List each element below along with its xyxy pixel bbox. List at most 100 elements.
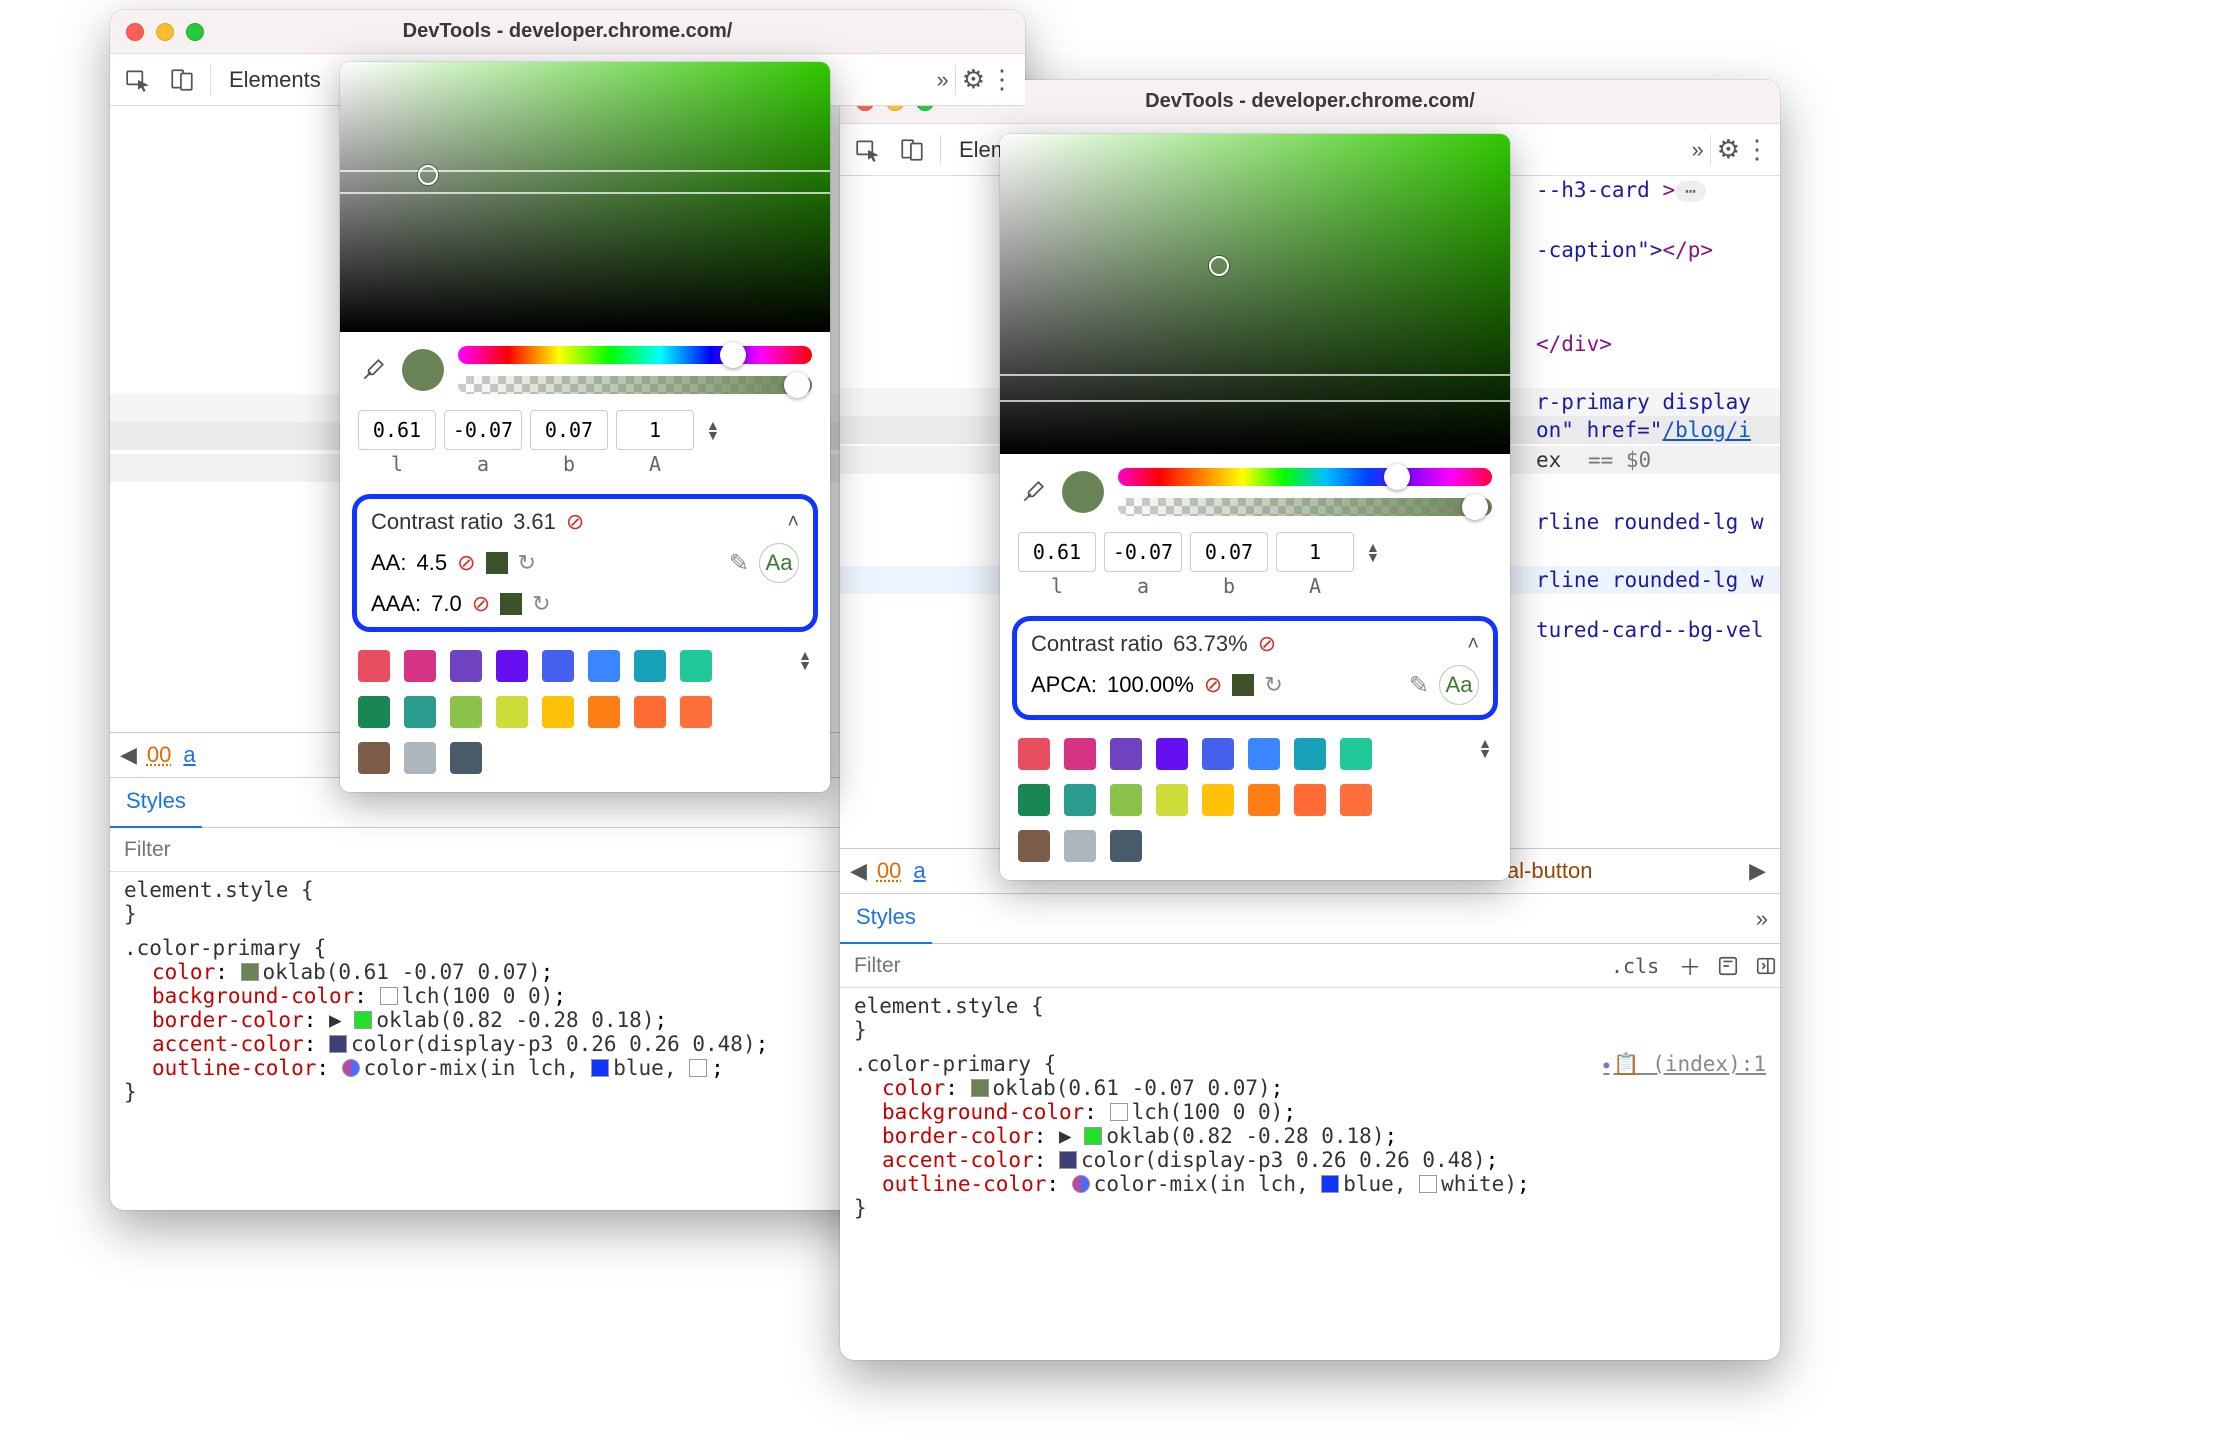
tab-styles[interactable]: Styles <box>840 892 932 945</box>
palette-swatch[interactable] <box>1202 784 1234 816</box>
minimize-window-button[interactable] <box>156 23 174 41</box>
hue-slider[interactable] <box>1118 468 1492 486</box>
device-icon[interactable] <box>164 62 200 98</box>
css-prop[interactable]: border-color <box>152 1008 304 1032</box>
palette-swatch[interactable] <box>450 650 482 682</box>
saturation-value-field[interactable] <box>1000 134 1510 454</box>
css-prop[interactable]: outline-color <box>152 1056 316 1080</box>
palette-swatch[interactable] <box>404 650 436 682</box>
apca-swatch[interactable] <box>1232 674 1254 696</box>
palette-swatch[interactable] <box>450 696 482 728</box>
gear-icon[interactable]: ⚙ <box>962 64 985 95</box>
css-value[interactable]: oklab(0.61 -0.07 0.07) <box>971 1076 1271 1100</box>
computed-icon[interactable] <box>1709 955 1747 977</box>
palette-swatch[interactable] <box>358 650 390 682</box>
l-input[interactable] <box>1018 532 1096 572</box>
css-value[interactable]: oklab(0.61 -0.07 0.07) <box>241 960 541 984</box>
device-icon[interactable] <box>894 132 930 168</box>
hue-thumb[interactable] <box>1384 464 1410 490</box>
palette-swatch[interactable] <box>588 650 620 682</box>
a-input[interactable] <box>444 410 522 450</box>
palette-swatch[interactable] <box>450 742 482 774</box>
ellipsis-pill[interactable]: ⋯ <box>1675 181 1706 202</box>
overflow-icon[interactable]: » <box>1756 906 1768 932</box>
eyedropper-icon[interactable]: ✎ <box>1409 671 1429 700</box>
eyedropper-icon[interactable] <box>358 355 388 385</box>
color-cursor[interactable] <box>1209 256 1229 276</box>
palette-swatch[interactable] <box>1064 738 1096 770</box>
palette-swatch[interactable] <box>496 696 528 728</box>
palette-swatch[interactable] <box>1248 784 1280 816</box>
collapse-icon[interactable]: ˄ <box>787 511 799 534</box>
b-input[interactable] <box>530 410 608 450</box>
palette-swatch[interactable] <box>404 696 436 728</box>
more-tabs-icon[interactable]: » <box>1691 137 1703 163</box>
inspect-icon[interactable] <box>120 62 156 98</box>
eyedropper-icon[interactable]: ✎ <box>729 549 749 578</box>
palette-swatch[interactable] <box>1064 830 1096 862</box>
css-prop[interactable]: accent-color <box>152 1032 304 1056</box>
css-value[interactable]: ▶ oklab(0.82 -0.28 0.18) <box>1059 1124 1384 1148</box>
tab-styles[interactable]: Styles <box>110 776 202 829</box>
palette-swatch[interactable] <box>1294 784 1326 816</box>
hue-thumb[interactable] <box>720 342 746 368</box>
palette-swatch[interactable] <box>1018 784 1050 816</box>
l-input[interactable] <box>358 410 436 450</box>
css-prop[interactable]: background-color <box>152 984 354 1008</box>
aa-swatch[interactable] <box>486 552 508 574</box>
palette-swatch[interactable] <box>358 742 390 774</box>
aa-preview-badge[interactable]: Aa <box>759 543 799 583</box>
sidebar-toggle-icon[interactable] <box>1747 955 1780 977</box>
a-input[interactable] <box>1104 532 1182 572</box>
alpha-slider[interactable] <box>1118 498 1492 516</box>
gear-icon[interactable]: ⚙ <box>1717 134 1740 165</box>
palette-stepper[interactable]: ▲▼ <box>798 650 812 774</box>
breadcrumb-00[interactable]: 00 <box>877 858 913 884</box>
palette-swatch[interactable] <box>634 696 666 728</box>
palette-swatch[interactable] <box>680 650 712 682</box>
palette-swatch[interactable] <box>1202 738 1234 770</box>
palette-swatch[interactable] <box>1110 784 1142 816</box>
css-value[interactable]: color(display-p3 0.26 0.26 0.48) <box>329 1032 756 1056</box>
palette-swatch[interactable] <box>1018 830 1050 862</box>
palette-swatch[interactable] <box>542 696 574 728</box>
color-cursor[interactable] <box>418 165 438 185</box>
kebab-icon[interactable]: ⋮ <box>989 64 1015 95</box>
css-prop[interactable]: accent-color <box>882 1148 1034 1172</box>
palette-swatch[interactable] <box>680 696 712 728</box>
palette-swatch[interactable] <box>1340 784 1372 816</box>
css-value[interactable]: ▶ oklab(0.82 -0.28 0.18) <box>329 1008 654 1032</box>
cls-toggle[interactable]: .cls <box>1599 954 1671 978</box>
css-prop[interactable]: background-color <box>882 1100 1084 1124</box>
alpha-slider[interactable] <box>458 376 812 394</box>
palette-swatch[interactable] <box>1064 784 1096 816</box>
alpha-thumb[interactable] <box>784 372 810 398</box>
eyedropper-icon[interactable] <box>1018 477 1048 507</box>
more-tabs-icon[interactable]: » <box>936 67 948 93</box>
palette-swatch[interactable] <box>588 696 620 728</box>
css-value[interactable]: color-mix(in lch, blue, white) <box>1072 1172 1517 1196</box>
breadcrumb-right-icon[interactable]: ▶ <box>1735 858 1780 884</box>
palette-swatch[interactable] <box>1248 738 1280 770</box>
format-stepper[interactable]: ▲▼ <box>706 420 720 440</box>
css-prop[interactable]: color <box>152 960 215 984</box>
breadcrumb-a[interactable]: a <box>183 742 209 768</box>
saturation-value-field[interactable] <box>340 62 830 332</box>
css-prop[interactable]: border-color <box>882 1124 1034 1148</box>
tab-elements[interactable]: Elements <box>229 67 321 93</box>
palette-swatch[interactable] <box>496 650 528 682</box>
palette-swatch[interactable] <box>634 650 666 682</box>
filter-input[interactable] <box>840 944 1139 987</box>
close-window-button[interactable] <box>126 23 144 41</box>
alpha-thumb[interactable] <box>1462 494 1488 520</box>
palette-swatch[interactable] <box>1156 738 1188 770</box>
breadcrumb-00[interactable]: 00 <box>147 742 183 768</box>
dom-link[interactable]: /blog/i <box>1662 418 1751 442</box>
breadcrumb-left-icon[interactable]: ◀ <box>110 742 147 768</box>
palette-swatch[interactable] <box>1340 738 1372 770</box>
css-value[interactable]: lch(100 0 0) <box>380 984 554 1008</box>
aaa-swatch[interactable] <box>500 593 522 615</box>
palette-swatch[interactable] <box>1018 738 1050 770</box>
zoom-window-button[interactable] <box>186 23 204 41</box>
alpha-input[interactable] <box>616 410 694 450</box>
